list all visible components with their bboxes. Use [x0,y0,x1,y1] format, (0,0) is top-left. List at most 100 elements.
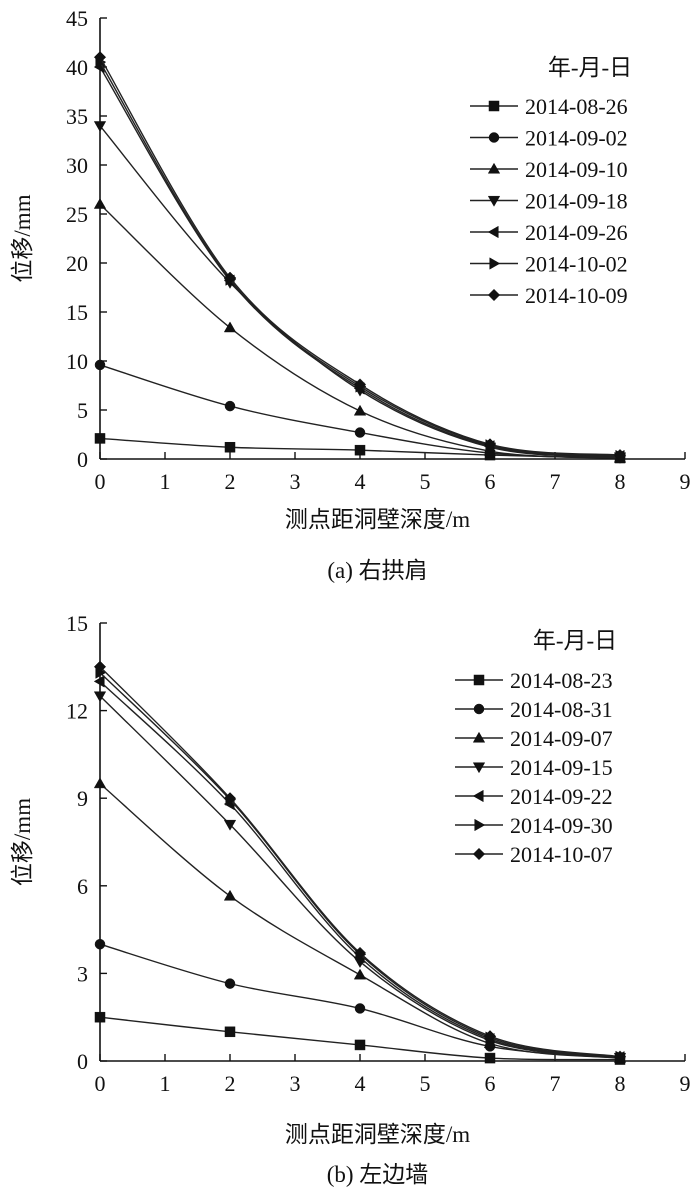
series-line-2014-09-30 [99,672,621,1058]
y-tick-label: 5 [77,398,88,423]
data-point-2014-08-31 [354,1003,366,1014]
x-axis-label: 测点距洞壁深度/m [285,1122,470,1147]
x-tick-label: 6 [485,1071,496,1096]
data-point-2014-08-23 [484,1052,496,1064]
legend-label: 2014-09-10 [525,157,628,182]
data-point-2014-09-10 [93,197,107,209]
data-point-2014-10-07 [223,792,237,805]
legend-label: 2014-10-07 [510,842,613,867]
x-tick-label: 2 [225,1071,236,1096]
chart-caption: (a) 右拱肩 [327,558,427,583]
y-axis-label: 位移/mm [10,194,35,282]
x-tick-label: 4 [355,469,366,494]
series-line-2014-09-22 [99,680,621,1058]
data-point-2014-08-26 [224,441,236,453]
y-tick-label: 10 [66,349,88,374]
y-tick-label: 40 [66,55,88,80]
x-tick-label: 5 [420,1071,431,1096]
data-point-2014-08-23 [224,1026,236,1038]
legend-marker [474,818,486,832]
x-tick-label: 9 [680,1071,691,1096]
y-tick-label: 25 [66,202,88,227]
data-point-2014-09-07 [353,968,367,980]
x-tick-label: 2 [225,469,236,494]
x-tick-label: 9 [680,469,691,494]
y-tick-label: 15 [66,611,88,636]
x-tick-label: 3 [290,469,301,494]
legend-marker [487,288,501,302]
x-tick-label: 8 [615,1071,626,1096]
legend-marker [472,731,486,743]
legend-marker [472,762,486,774]
legend-label: 2014-10-02 [525,252,628,277]
data-point-2014-10-09 [613,448,627,462]
data-point-2014-10-09 [223,271,237,284]
series-line-2014-10-02 [99,61,621,457]
data-point-2014-10-09 [483,438,497,451]
y-tick-label: 3 [77,961,88,986]
y-tick-label: 35 [66,104,88,129]
data-point-2014-08-23 [354,1039,366,1051]
data-point-2014-09-02 [354,427,366,438]
data-point-2014-09-10 [353,404,367,416]
legend-marker [487,162,501,174]
data-point-2014-09-07 [93,777,107,789]
y-tick-label: 45 [66,6,88,31]
legend-marker [473,674,485,686]
data-point-2014-08-26 [354,444,366,456]
x-axis-label: 测点距洞壁深度/m [285,507,470,532]
data-point-2014-09-22 [93,675,105,688]
data-point-2014-08-31 [224,978,236,989]
series-line-2014-10-09 [99,56,621,456]
data-point-2014-10-07 [613,1050,627,1063]
legend-title: 年-月-日 [533,628,617,653]
legend-marker [489,257,501,270]
y-tick-label: 15 [66,300,88,325]
x-tick-label: 5 [420,469,431,494]
legend-label: 2014-09-02 [525,126,628,151]
data-point-2014-10-09 [353,378,367,391]
legend-label: 2014-09-22 [510,784,613,809]
data-point-2014-09-10 [223,321,237,333]
legend-label: 2014-09-30 [510,813,613,838]
data-point-2014-09-02 [224,400,236,412]
legend-marker [472,789,484,803]
data-point-2014-08-23 [94,1011,106,1023]
data-point-2014-09-15 [93,691,107,703]
legend-marker [472,847,486,861]
legend-label: 2014-08-23 [510,668,613,693]
x-tick-label: 0 [95,1071,106,1096]
legend-label: 2014-08-26 [525,94,628,119]
x-tick-label: 3 [290,1071,301,1096]
legend-label: 2014-09-18 [525,189,628,214]
x-tick-label: 6 [485,469,496,494]
data-point-2014-10-07 [353,946,367,960]
chart-caption: (b) 左边墙 [327,1162,429,1187]
x-tick-label: 7 [550,469,561,494]
y-tick-label: 6 [77,874,88,899]
y-tick-label: 0 [77,447,88,472]
data-point-2014-09-07 [223,889,237,901]
series-line-2014-09-10 [99,203,621,459]
data-point-2014-09-02 [94,359,106,371]
data-point-2014-08-31 [94,938,106,950]
data-point-2014-10-07 [483,1030,497,1043]
legend-label: 2014-08-31 [510,697,613,722]
y-axis-label: 位移/mm [10,798,35,886]
x-tick-label: 1 [160,469,171,494]
legend-label: 2014-09-07 [510,726,613,751]
data-point-2014-10-09 [93,51,107,64]
data-point-2014-09-15 [223,819,237,831]
x-tick-label: 7 [550,1071,561,1096]
legend-title: 年-月-日 [548,55,632,80]
legend-marker [488,132,500,143]
series-line-2014-09-18 [99,125,621,458]
legend-marker [487,225,499,239]
series-line-2014-10-07 [99,666,621,1058]
x-tick-label: 8 [615,469,626,494]
x-tick-label: 0 [95,469,106,494]
legend-marker [488,100,500,112]
y-tick-label: 0 [77,1049,88,1074]
